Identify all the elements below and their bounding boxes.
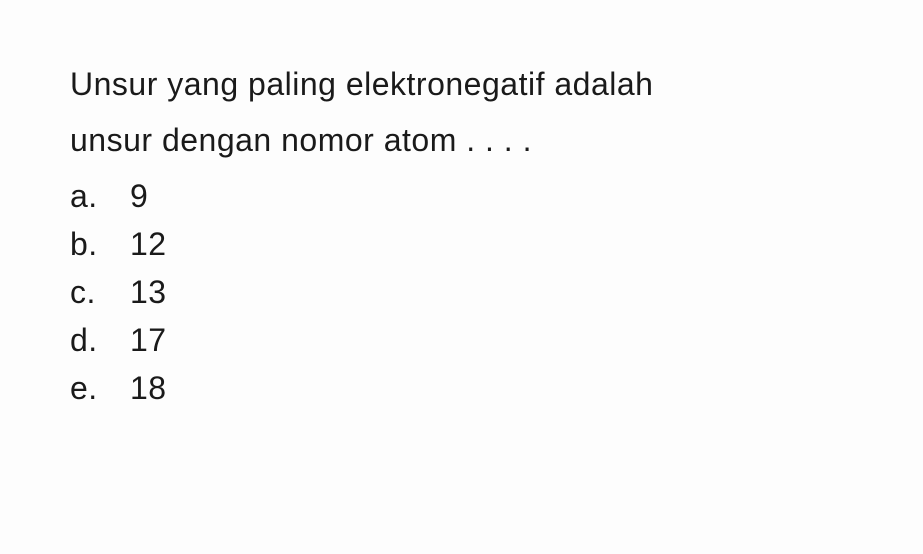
option-value: 18 — [130, 364, 167, 412]
question-line-1: Unsur yang paling elektronegatif adalah — [70, 60, 853, 108]
option-e: e. 18 — [70, 364, 853, 412]
option-letter: a. — [70, 172, 130, 220]
question-line-2: unsur dengan nomor atom . . . . — [70, 116, 853, 164]
option-value: 17 — [130, 316, 167, 364]
option-letter: e. — [70, 364, 130, 412]
option-value: 9 — [130, 172, 148, 220]
option-b: b. 12 — [70, 220, 853, 268]
option-value: 13 — [130, 268, 167, 316]
option-letter: b. — [70, 220, 130, 268]
option-a: a. 9 — [70, 172, 853, 220]
options-list: a. 9 b. 12 c. 13 d. 17 e. 18 — [70, 172, 853, 412]
option-letter: c. — [70, 268, 130, 316]
option-value: 12 — [130, 220, 167, 268]
option-c: c. 13 — [70, 268, 853, 316]
option-letter: d. — [70, 316, 130, 364]
question-container: Unsur yang paling elektronegatif adalah … — [70, 60, 853, 412]
option-d: d. 17 — [70, 316, 853, 364]
